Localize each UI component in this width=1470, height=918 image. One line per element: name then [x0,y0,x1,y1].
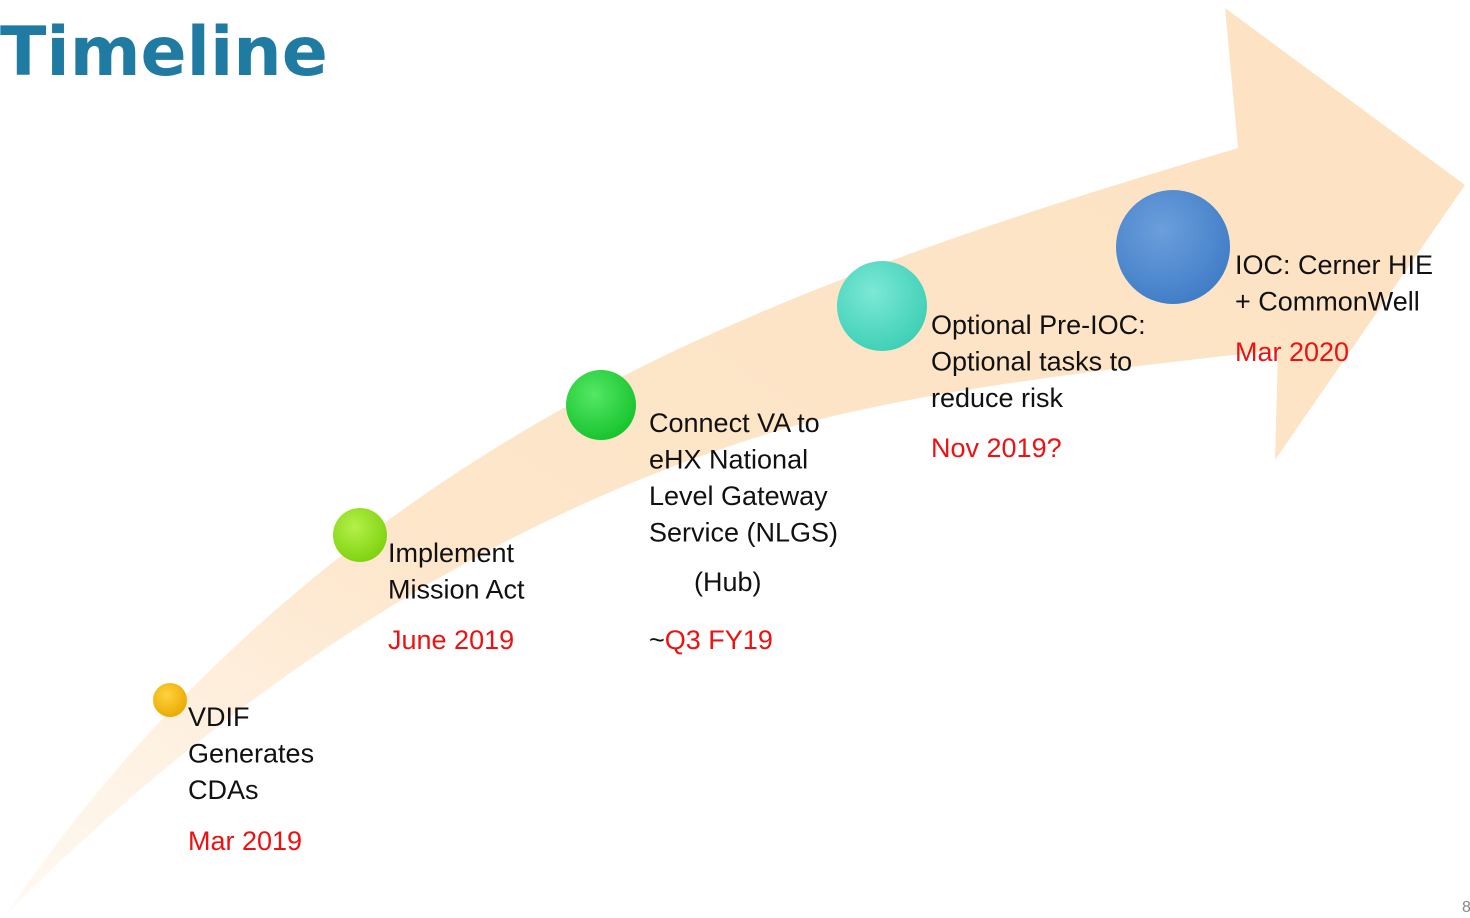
milestone-label: Connect VA to [649,408,820,438]
milestone-label: Level Gateway [649,481,828,511]
milestone-dot [566,370,636,440]
milestone-label: VDIF [188,702,250,732]
milestone-label: IOC: Cerner HIE [1235,250,1433,280]
date-prefix: ~ [649,625,665,655]
milestone-date: ~Q3 FY19 [649,625,773,655]
milestone-label: reduce risk [931,383,1064,413]
milestone-date: Mar 2020 [1235,337,1349,367]
timeline-arrow [8,8,1465,912]
milestone-dot [333,508,387,562]
milestone-dot [837,261,927,351]
milestone-date: Nov 2019? [931,433,1062,463]
milestone-note: (Hub) [694,567,762,597]
milestone-label: Service (NLGS) [649,518,838,548]
page-number: 8 [1462,899,1470,916]
milestone-label: CDAs [188,775,259,805]
milestone-label: + CommonWell [1235,287,1420,317]
milestone-dot [1116,190,1230,304]
date-text: June 2019 [388,625,514,655]
milestone-date: June 2019 [388,625,514,655]
date-text: Q3 FY19 [665,625,773,655]
milestone-label: Implement [388,538,515,568]
date-text: Mar 2019 [188,826,302,856]
milestone-label: Optional tasks to [931,347,1132,377]
milestone-dot [153,683,187,717]
milestone-label: Mission Act [388,575,525,605]
milestone-date: Mar 2019 [188,826,302,856]
milestone-label: Generates [188,739,314,769]
date-text: Mar 2020 [1235,337,1349,367]
date-text: Nov 2019? [931,433,1062,463]
milestone-label: Optional Pre-IOC: [931,310,1146,340]
milestone-label: eHX National [649,445,808,475]
slide-title: Timeline [0,13,328,92]
